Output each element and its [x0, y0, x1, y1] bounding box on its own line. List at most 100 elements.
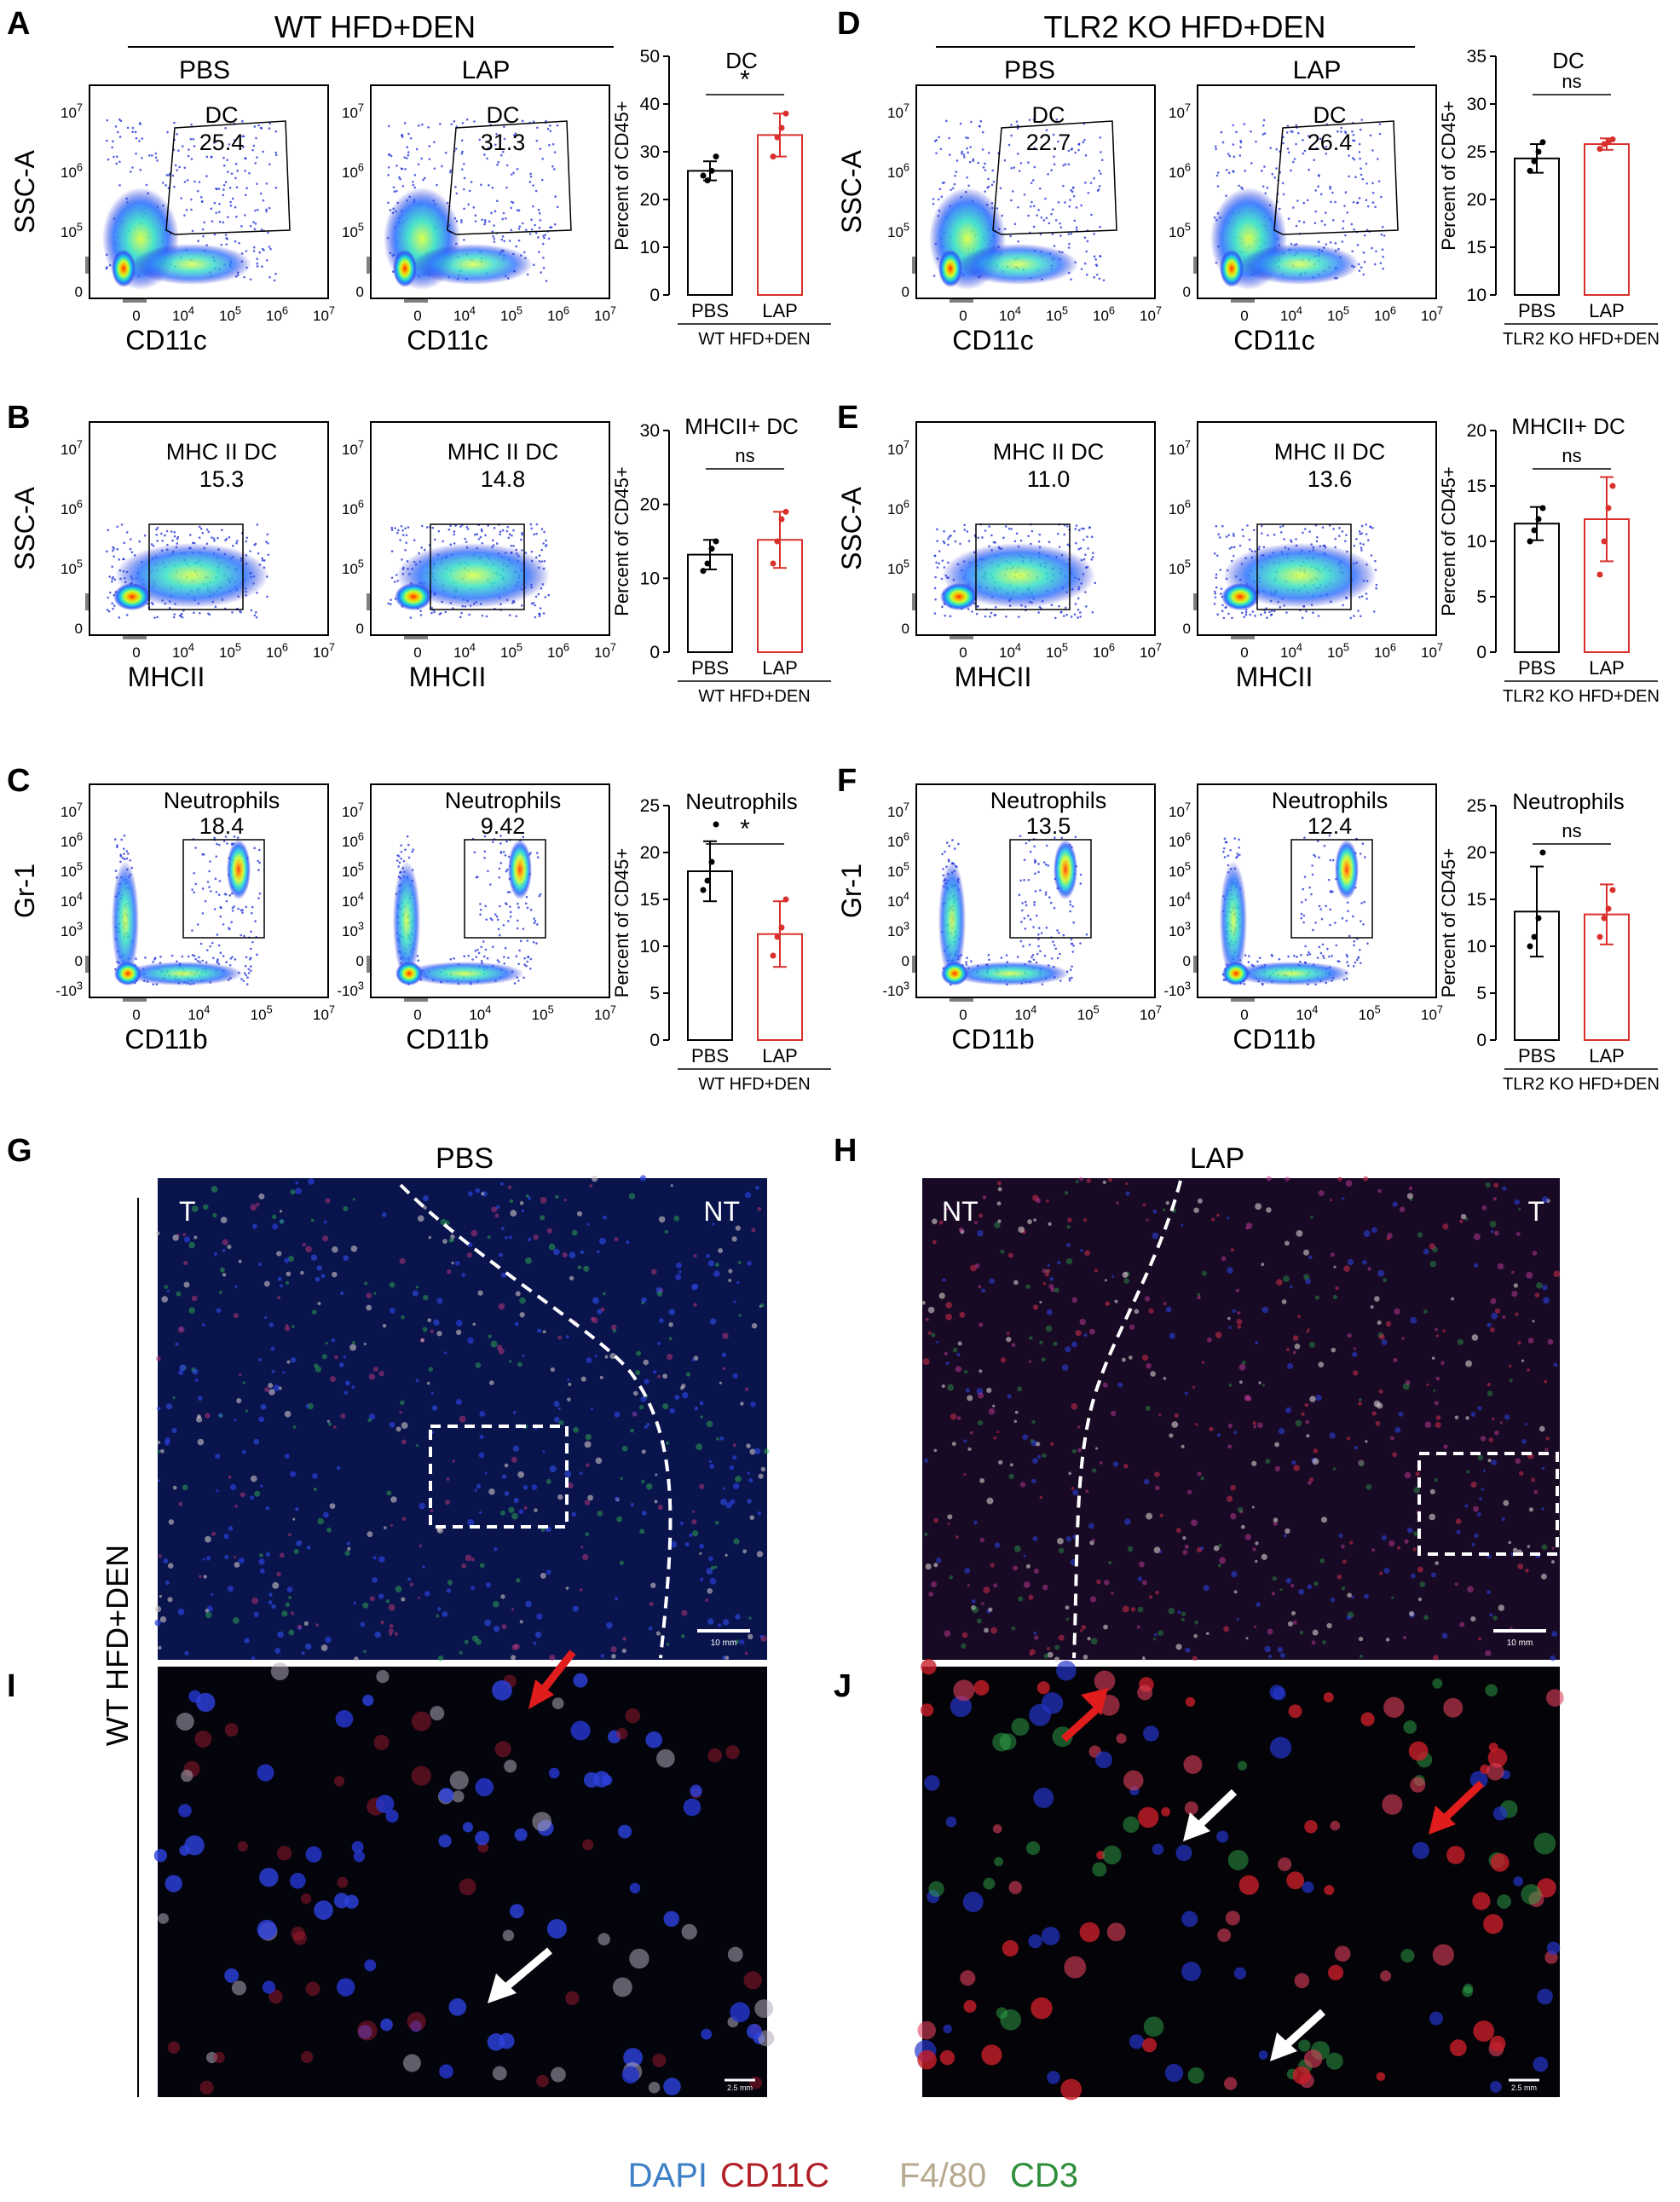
event-dot [1067, 246, 1071, 249]
event-dot [181, 616, 184, 619]
event-dot [215, 855, 218, 858]
cell-signal [750, 1402, 756, 1407]
event-dot [222, 194, 225, 197]
event-dot [1302, 887, 1305, 891]
event-dot [1062, 933, 1065, 937]
x-tick-label: 105 [1327, 303, 1349, 324]
event-dot [1291, 206, 1295, 209]
event-dot [239, 610, 241, 613]
event-dot [1246, 524, 1249, 527]
event-dot [1056, 929, 1059, 932]
event-dot [455, 125, 459, 128]
cell-signal [455, 1320, 463, 1326]
event-dot [961, 152, 963, 155]
event-dot [1084, 154, 1088, 157]
event-dot [1025, 904, 1028, 907]
data-point [782, 896, 789, 903]
event-dot [1261, 532, 1263, 535]
event-dot [534, 231, 538, 234]
event-dot [515, 245, 518, 248]
event-dot [1301, 901, 1303, 904]
event-dot [243, 972, 246, 974]
cell-signal [290, 1471, 297, 1477]
cell-signal [965, 1388, 971, 1393]
event-dot [1048, 540, 1051, 544]
y-tick-label: 0 [1183, 621, 1191, 637]
event-dot [444, 610, 447, 614]
cell-signal [284, 1326, 291, 1332]
cell-signal [1138, 1561, 1145, 1568]
y-tick-label: 107 [887, 800, 909, 820]
event-dot [1324, 223, 1326, 226]
cell-signal [471, 1557, 476, 1562]
cell-signal [401, 1422, 408, 1430]
cell-signal [955, 1366, 962, 1373]
cell-signal [265, 1506, 270, 1511]
density-hotspot [508, 840, 532, 899]
event-dot [948, 845, 951, 847]
event-dot [1297, 131, 1300, 135]
event-dot [537, 236, 540, 239]
event-dot [987, 152, 990, 154]
cell-signal [938, 1292, 945, 1299]
cell-signal [466, 1252, 473, 1258]
cell-signal [315, 1623, 319, 1627]
cell-signal [1302, 1249, 1310, 1256]
cell-signal [1342, 1559, 1347, 1564]
event-dot [1302, 139, 1304, 142]
cell-signal [1341, 1544, 1345, 1549]
cell-signal [264, 1315, 268, 1320]
gate [1290, 839, 1373, 939]
event-dot [127, 852, 130, 855]
cell-signal [310, 1254, 318, 1261]
event-dot [1045, 926, 1048, 929]
event-dot [207, 530, 211, 534]
plot-frame [89, 421, 329, 636]
plot-frame [915, 421, 1156, 636]
event-dot [943, 529, 945, 533]
event-dot [491, 945, 494, 948]
cell-signal [230, 1483, 237, 1491]
event-dot [220, 243, 223, 246]
event-dot [1037, 540, 1041, 543]
cell-signal [1553, 1362, 1558, 1367]
density-region [413, 244, 533, 285]
cell-signal [1238, 1510, 1244, 1514]
cell-signal [452, 1459, 455, 1463]
y-tick-label: 25 [1467, 796, 1487, 816]
x-tick-label: 0 [1240, 308, 1248, 324]
event-dot [541, 242, 545, 246]
x-tick-label: 0 [413, 308, 421, 324]
event-dot [1374, 205, 1377, 209]
x-tick-label: 105 [1046, 640, 1068, 661]
event-dot [540, 528, 544, 530]
event-dot [501, 217, 505, 221]
event-dot [1058, 546, 1061, 548]
y-tick-label: 0 [902, 284, 909, 300]
event-dot [1071, 942, 1074, 945]
event-dot [213, 540, 216, 542]
cell-signal [525, 1193, 529, 1198]
x-tick-label: 106 [1093, 640, 1115, 661]
event-dot [542, 612, 546, 615]
cell-signal [1227, 1495, 1233, 1502]
event-dot [1085, 273, 1088, 276]
event-dot [214, 877, 217, 881]
event-dot [534, 189, 538, 193]
event-dot [498, 867, 501, 870]
event-dot [431, 526, 435, 529]
cell-signal [639, 1529, 645, 1534]
cell-signal [641, 1479, 645, 1484]
event-dot [963, 523, 967, 527]
x-tick-label: 0 [132, 1007, 140, 1023]
cell-signal [664, 1229, 668, 1234]
event-dot [521, 119, 524, 123]
event-dot [535, 852, 539, 854]
event-dot [1308, 951, 1310, 954]
cell-signal [610, 1646, 617, 1653]
event-dot [508, 614, 511, 616]
event-dot [512, 171, 515, 175]
event-dot [258, 892, 262, 895]
cell-signal [233, 1313, 239, 1319]
x-tick-label: 104 [999, 640, 1021, 661]
